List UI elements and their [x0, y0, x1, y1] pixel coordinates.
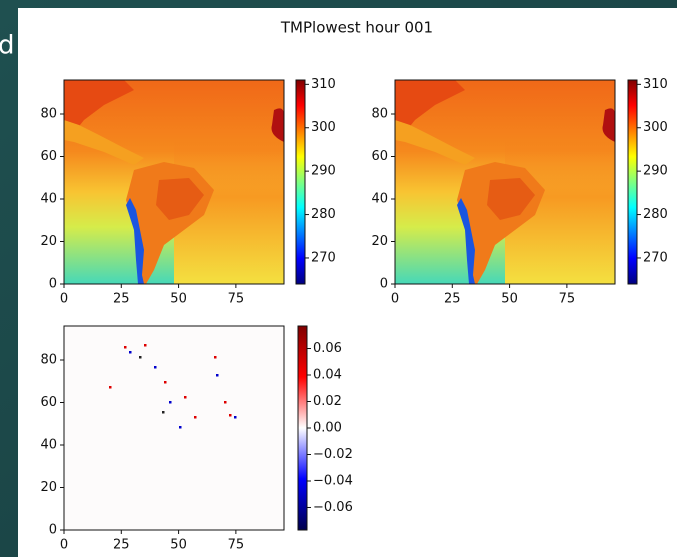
heatmap-pixel	[154, 366, 157, 369]
heatmap-pixel	[179, 426, 182, 429]
heatmap-pixel	[129, 351, 132, 354]
axes-frame	[394, 79, 616, 285]
heatmap-pixel	[139, 356, 142, 359]
colorbar-tick-label: −0.04	[313, 473, 353, 488]
heatmap-pixel	[109, 386, 112, 389]
colorbar-tick-label: 310	[643, 77, 668, 92]
y-tick-label: 20	[40, 234, 57, 249]
colorbar-tick-label: 290	[643, 164, 668, 179]
y-tick-label: 80	[40, 353, 57, 368]
x-tick-label: 50	[170, 538, 187, 553]
heatmap-pixel	[214, 356, 217, 359]
colorbar	[297, 325, 308, 531]
x-tick-label: 0	[60, 292, 68, 307]
colorbar-tick-label: 0.06	[313, 341, 342, 356]
heatmap-pixel	[184, 396, 187, 399]
colorbar-tick-label: 290	[311, 164, 336, 179]
y-tick-label: 60	[40, 395, 57, 410]
x-tick-label: 25	[113, 292, 130, 307]
colorbar	[627, 79, 638, 285]
x-tick-label: 50	[501, 292, 518, 307]
colorbar-tick-label: 270	[311, 250, 336, 265]
colorbar-tick-label: −0.06	[313, 500, 353, 515]
colorbar-tick-label: 280	[311, 207, 336, 222]
x-tick-label: 0	[60, 538, 68, 553]
y-tick-label: 0	[49, 277, 57, 292]
y-tick-label: 20	[40, 480, 57, 495]
heatmap-image	[64, 80, 284, 284]
heatmap-pixel	[162, 411, 165, 414]
x-tick-label: 75	[228, 538, 245, 553]
slide-text: d	[0, 31, 15, 61]
x-tick-label: 25	[113, 538, 130, 553]
y-tick-label: 40	[40, 438, 57, 453]
x-tick-label: 50	[170, 292, 187, 307]
y-tick-label: 80	[40, 107, 57, 122]
colorbar-tick-label: 0.02	[313, 394, 342, 409]
heatmap-pixel	[216, 374, 219, 377]
heatmap-pixel	[229, 414, 232, 417]
heatmap-pixel	[234, 416, 237, 419]
colorbar-tick-label: 270	[643, 250, 668, 265]
y-tick-label: 80	[371, 107, 388, 122]
heatmap-image	[64, 326, 284, 530]
colorbar-tick-label: 0.00	[313, 421, 342, 436]
colorbar-tick-label: 300	[311, 120, 336, 135]
heatmap-pixel	[124, 346, 127, 349]
heatmap-pixel	[169, 401, 172, 404]
x-tick-label: 25	[444, 292, 461, 307]
colorbar-tick-label: 300	[643, 120, 668, 135]
heatmap-pixel	[164, 381, 167, 384]
y-tick-label: 40	[371, 192, 388, 207]
heatmap-pixel	[144, 344, 147, 347]
x-tick-label: 75	[228, 292, 245, 307]
heatmap-image	[395, 80, 615, 284]
y-tick-label: 60	[40, 149, 57, 164]
axes-frame	[63, 79, 285, 285]
colorbar	[295, 79, 306, 285]
y-tick-label: 0	[49, 523, 57, 538]
colorbar-tick-label: 280	[643, 207, 668, 222]
y-tick-label: 60	[371, 149, 388, 164]
colorbar-tick-label: 310	[311, 77, 336, 92]
y-tick-label: 40	[40, 192, 57, 207]
y-tick-label: 0	[380, 277, 388, 292]
colorbar-tick-label: 0.04	[313, 368, 342, 383]
colorbar-tick-label: −0.02	[313, 447, 353, 462]
axes-frame	[63, 325, 285, 531]
heatmap-pixel	[194, 416, 197, 419]
x-tick-label: 75	[559, 292, 576, 307]
y-tick-label: 20	[371, 234, 388, 249]
figure-title: TMPlowest hour 001	[280, 19, 433, 37]
heatmap-pixel	[224, 401, 227, 404]
x-tick-label: 0	[391, 292, 399, 307]
